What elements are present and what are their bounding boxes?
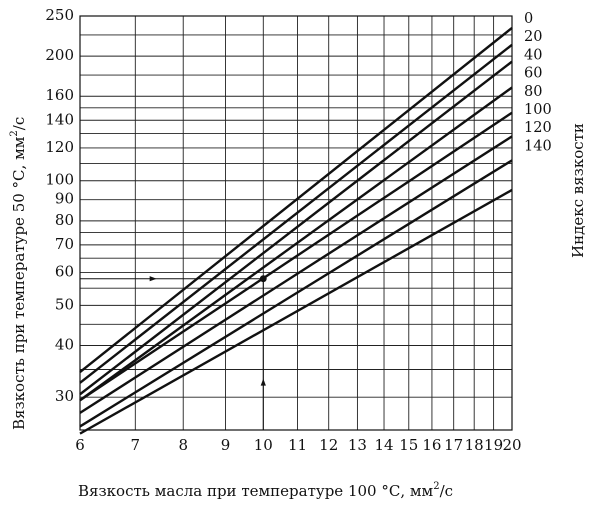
y-tick-label: 160 [45,86,74,104]
y-tick-label: 90 [55,190,74,208]
series-line-0 [79,26,513,374]
example-guide [80,275,267,430]
series-line-120 [79,159,513,428]
x-tick-label: 15 [399,436,418,454]
x-tick-label: 11 [288,436,307,454]
y-tick-label: 200 [45,46,74,64]
x-axis-title: Вязкость масла при температуре 100 °С, м… [78,481,453,500]
y-tick-label: 40 [55,335,74,353]
y-tick-label: 120 [45,138,74,156]
series-line-40 [79,60,513,396]
series-label: 0 [524,11,533,27]
y-tick-label: 80 [55,211,74,229]
series-label: 80 [524,84,542,100]
series-line-80 [79,111,513,402]
x-tick-label: 8 [178,436,188,454]
x-tick-label: 7 [131,436,141,454]
x-tick-label: 9 [221,436,231,454]
example-point [259,275,267,283]
series-label: 120 [524,120,552,136]
y-tick-label: 50 [55,295,74,313]
x-tick-label: 12 [319,436,338,454]
x-tick-label: 18 [465,436,484,454]
series-label: 60 [524,66,542,82]
series-labels: 0 20 40 60 80 100 120 140 [524,11,552,154]
series-line-140 [79,188,513,435]
x-tick-label: 19 [484,436,503,454]
series-lines [79,26,513,435]
x-tick-label: 16 [422,436,441,454]
series-line-100 [79,135,513,414]
x-tick-label: 10 [254,436,273,454]
series-label: 40 [524,47,542,63]
y-tick-label: 250 [45,6,74,24]
series-label: 100 [524,102,552,118]
y-tick-label: 70 [55,235,74,253]
y-tick-label: 30 [55,387,74,405]
x-tick-labels: 6 7 8 9 10 11 12 13 14 15 16 17 18 19 20 [75,436,521,454]
y-tick-label: 140 [45,110,74,128]
y-axis-title: Вязкость при температуре 50 °С, мм2/с [9,117,28,430]
x-tick-label: 6 [75,436,85,454]
right-axis-title: Индекс вязкости [569,123,587,258]
y-tick-label: 60 [55,263,74,281]
y-tick-label: 100 [45,171,74,189]
series-label: 20 [524,29,542,45]
x-tick-label: 14 [374,436,393,454]
series-line-60 [79,86,513,402]
plot-frame [79,15,513,431]
x-tick-label: 20 [502,436,521,454]
series-label: 140 [524,138,552,154]
arrow-right-icon [149,276,157,282]
x-tick-label: 13 [348,436,367,454]
series-line-20 [79,43,513,384]
x-tick-label: 17 [444,436,463,454]
arrow-up-icon [260,378,266,386]
